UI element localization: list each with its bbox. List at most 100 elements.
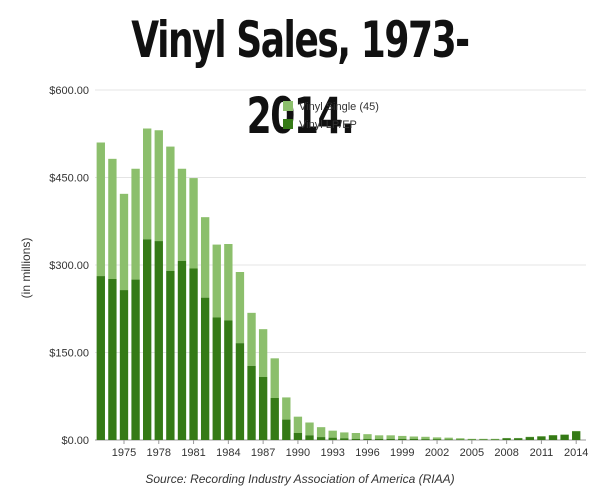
bar-vinyl-single: [166, 146, 175, 271]
x-tick-label: 1978: [147, 447, 171, 459]
bar-vinyl-single: [374, 435, 384, 439]
bar-vinyl-lp: [224, 320, 233, 440]
x-tick-label: 2005: [460, 447, 484, 459]
x-tick-label: 1987: [251, 447, 275, 459]
x-tick-label: 1990: [286, 447, 310, 459]
x-axis: 1975 1978 1981 1984 1987 1990 1993 1996 1999 2002…: [112, 440, 588, 459]
bar-vinyl-single: [386, 435, 395, 439]
bar-vinyl-lp: [119, 290, 129, 440]
bar-vinyl-single: [200, 217, 210, 298]
bar-vinyl-single: [270, 358, 279, 398]
bar-vinyl-lp: [154, 241, 163, 440]
chart-legend: Vinyl Single (45) Vinyl LP/EP: [283, 101, 379, 131]
bar-vinyl-single: [467, 438, 477, 440]
bar-vinyl-lp: [467, 439, 477, 440]
x-tick-label: 1996: [355, 447, 379, 459]
bar-vinyl-lp: [490, 439, 500, 440]
bar-vinyl-lp: [537, 436, 546, 440]
y-tick-label: $600.00: [49, 85, 89, 97]
bar-vinyl-lp: [386, 438, 395, 440]
y-tick-label: $150.00: [49, 348, 89, 360]
bar-vinyl-single: [421, 436, 430, 440]
x-tick-label: 2014: [564, 447, 588, 459]
bar-vinyl-single: [409, 436, 419, 439]
bar-vinyl-lp: [177, 260, 187, 440]
bar-vinyl-single: [143, 128, 152, 240]
bar-vinyl-lp: [502, 438, 511, 440]
x-tick-label: 1999: [390, 447, 414, 459]
bar-vinyl-lp: [456, 439, 465, 440]
bar-vinyl-lp: [166, 270, 175, 440]
page-title: Vinyl Sales, 1973-2014.: [131, 11, 470, 145]
bar-vinyl-single: [432, 437, 442, 440]
bar-vinyl-lp: [200, 297, 210, 440]
x-tick-label: 2011: [530, 447, 554, 459]
bar-vinyl-single: [316, 427, 326, 438]
bar-vinyl-lp: [421, 439, 430, 440]
bar-vinyl-single: [398, 435, 407, 439]
bar-vinyl-single: [212, 244, 221, 318]
bar-vinyl-lp: [572, 431, 581, 440]
x-tick-label: 2008: [494, 447, 518, 459]
bar-vinyl-lp: [316, 437, 326, 440]
bar-vinyl-single: [444, 437, 453, 440]
x-tick-label: 1984: [216, 447, 240, 459]
x-tick-label: 1981: [181, 447, 205, 459]
bar-vinyl-single: [456, 438, 465, 440]
y-axis: $0.00 $150.00 $300.00 $450.00 $600.00: [49, 85, 89, 447]
x-tick-label: 1975: [112, 447, 136, 459]
bar-vinyl-single: [282, 397, 291, 420]
y-tick-label: $450.00: [49, 173, 89, 185]
bar-vinyl-lp: [514, 438, 523, 440]
bar-vinyl-single: [490, 438, 500, 440]
bar-vinyl-lp: [444, 439, 453, 440]
bar-vinyl-lp: [131, 279, 140, 440]
bar-vinyl-lp: [282, 419, 291, 440]
bar-vinyl-single: [177, 168, 187, 261]
bar-vinyl-lp: [258, 377, 268, 440]
bar-vinyl-lp: [270, 398, 279, 440]
bar-vinyl-lp: [108, 279, 117, 440]
bar-vinyl-single: [340, 432, 349, 439]
bar-vinyl-lp: [189, 268, 198, 440]
bar-vinyl-lp: [479, 439, 488, 440]
legend-label: Vinyl Single (45): [299, 101, 379, 113]
bar-vinyl-single: [108, 158, 117, 279]
bar-vinyl-lp: [247, 365, 256, 440]
bar-vinyl-lp: [293, 433, 303, 440]
bar-vinyl-single: [363, 434, 372, 439]
bar-vinyl-lp: [351, 438, 361, 440]
bar-vinyl-lp: [374, 438, 384, 440]
bar-vinyl-single: [189, 178, 198, 269]
y-tick-label: $0.00: [61, 435, 89, 447]
chart-bars: [96, 128, 581, 440]
bar-vinyl-lp: [409, 438, 419, 440]
bar-vinyl-single: [328, 430, 337, 438]
bar-vinyl-single: [235, 272, 245, 344]
y-tick-label: $300.00: [49, 260, 89, 272]
bar-vinyl-lp: [340, 438, 349, 440]
bar-vinyl-lp: [398, 438, 407, 440]
bar-vinyl-single: [96, 142, 105, 277]
bar-vinyl-lp: [525, 437, 534, 440]
bar-vinyl-lp: [96, 276, 105, 440]
bar-vinyl-single: [131, 168, 140, 280]
bar-vinyl-single: [258, 329, 268, 377]
source-caption: Source: Recording Industry Association o…: [145, 472, 455, 486]
bar-vinyl-single: [224, 244, 233, 321]
legend-swatch: [283, 101, 293, 111]
y-axis-label: (in millions): [19, 238, 33, 299]
bar-vinyl-lp: [560, 434, 569, 440]
bar-vinyl-lp: [212, 317, 221, 440]
bar-vinyl-lp: [235, 343, 245, 440]
bar-vinyl-single: [247, 312, 256, 366]
bar-vinyl-single: [154, 130, 163, 242]
bar-vinyl-lp: [305, 435, 314, 440]
x-tick-label: 1993: [320, 447, 344, 459]
x-tick-label: 2002: [425, 447, 449, 459]
legend-label: Vinyl LP/EP: [299, 119, 357, 131]
bar-vinyl-single: [293, 416, 303, 433]
bar-vinyl-single: [351, 433, 361, 439]
bar-vinyl-single: [305, 422, 314, 436]
